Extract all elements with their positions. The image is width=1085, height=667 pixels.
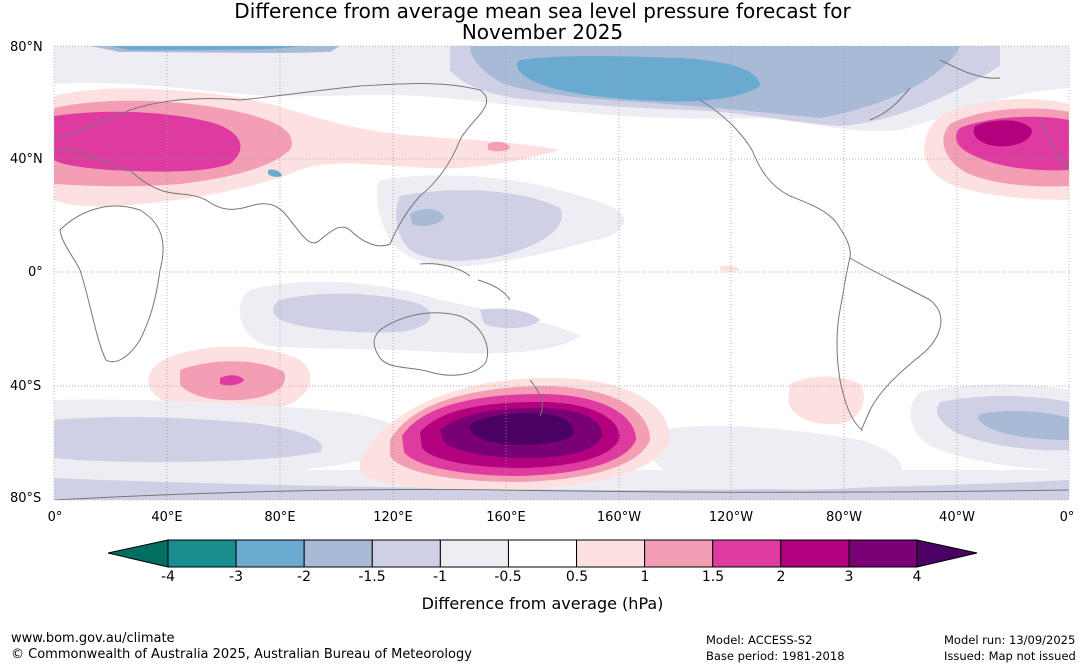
colorbar-cell [576,539,646,568]
colorbar-cell [235,539,305,568]
lat-label-80n: 80°N [10,40,43,55]
graticule [54,46,1069,500]
lon-label-0: 0° [47,510,63,525]
colorbar-cell [848,539,918,568]
colorbar-tick: 4 [912,569,922,585]
colorbar-tick: -3 [229,569,243,585]
west-pacific-low-anomaly [239,175,740,354]
colorbar-tick: 0.5 [565,569,589,585]
footer-issued: Issued: Map not issued [944,649,1076,663]
colorbar-cell [644,539,714,568]
lon-label-160e: 160°E [486,510,526,525]
lon-label-80e: 80°E [264,510,296,525]
lon-label-80w: 80°W [826,510,862,525]
footer-model: Model: ACCESS-S2 [706,633,813,647]
new-zealand-high-anomaly [360,376,864,491]
colorbar-tick: -1.5 [358,569,386,585]
map-title-line-1: Difference from average mean sea level p… [234,0,851,23]
arctic-low-anomaly [54,46,1069,132]
colorbar-label: Difference from average (hPa) [421,594,664,613]
colorbar-tick: -1 [433,569,447,585]
footer-model-run: Model run: 13/09/2025 [944,633,1076,647]
colorbar-tick: -2 [297,569,311,585]
colorbar-cell [780,539,850,568]
coastlines [54,59,1069,500]
colorbar-cells [167,539,918,568]
lat-label-40s: 40°S [10,379,42,394]
lat-label-40n: 40°N [10,152,43,167]
colorbar-tick: 2 [776,569,786,585]
colorbar-cell [439,539,509,568]
colorbar-cell [371,539,441,568]
lon-label-120e: 120°E [373,510,413,525]
lat-label-80s: 80°S [10,491,42,506]
footer-copyright: © Commonwealth of Australia 2025, Austra… [11,647,472,662]
colorbar-cell [167,539,237,568]
colorbar-tick: -4 [161,569,175,585]
lon-label-40e: 40°E [151,510,183,525]
colorbar-tick: 1.5 [701,569,725,585]
map-frame [53,45,1070,501]
caspian-anomaly [268,169,282,177]
colorbar-cell [507,539,578,568]
colorbar-tick: -0.5 [494,569,522,585]
footer-url[interactable]: www.bom.gov.au/climate [11,631,175,646]
lon-label-0-east: 0° [1059,510,1075,525]
lat-label-equator: 0° [28,265,43,280]
colorbar-tick: 3 [844,569,854,585]
lon-label-160w: 160°W [596,510,642,525]
north-atlantic-high-anomaly [923,99,1069,200]
colorbar-cell [303,539,373,568]
colorbar-cell [712,539,782,568]
lon-label-40w: 40°W [939,510,975,525]
colorbar-tick: 1 [640,569,650,585]
indian-ocean-high-anomaly [148,346,311,413]
lon-label-120w: 120°W [708,510,754,525]
colorbar-low-extension [107,539,169,568]
colorbar-high-extension [916,539,978,568]
footer-base-period: Base period: 1981-2018 [706,649,845,663]
map-title-line-2: November 2025 [461,20,624,44]
